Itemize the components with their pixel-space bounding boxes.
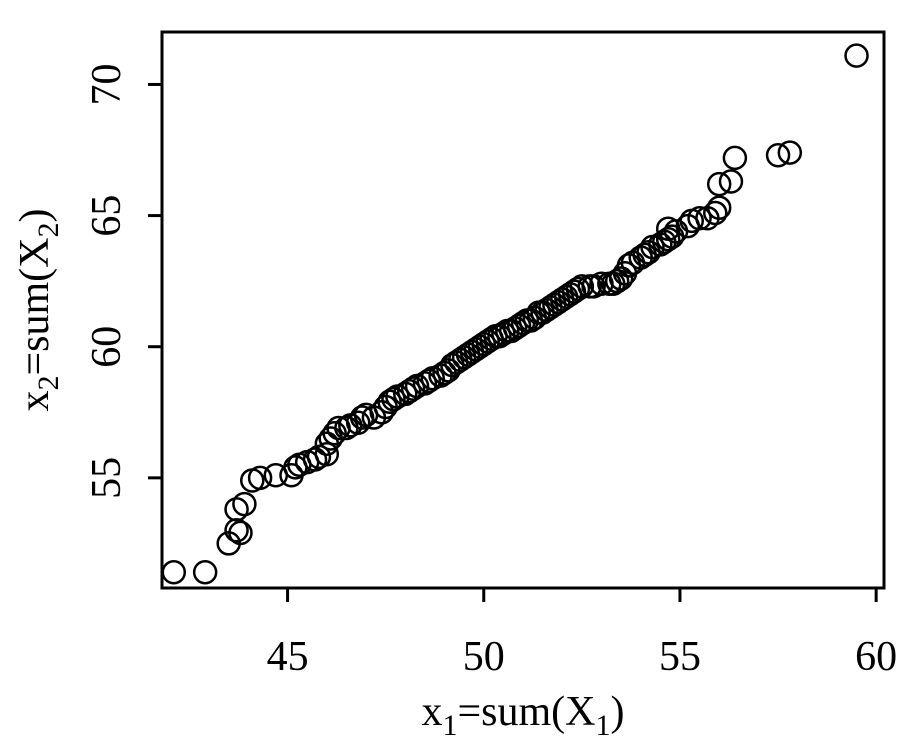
x-axis-title-mid: =sum(X [457,689,595,735]
data-point [228,520,253,546]
data-point [314,441,340,467]
data-point [377,389,402,415]
data-point [608,266,634,291]
x-tick-label: 60 [855,634,897,680]
data-point [232,491,257,517]
y-tick-label: 65 [84,195,130,237]
data-point [569,274,595,299]
x-axis-title-sub2: 1 [596,709,611,742]
data-point [224,497,249,522]
data-point [565,276,591,302]
x-tick-label: 55 [659,634,701,680]
y-axis-title-base: x [12,391,58,412]
x-tick-label: 45 [267,634,309,680]
data-point [706,195,732,220]
data-points [161,43,869,585]
data-point [706,171,732,197]
data-point [765,143,791,168]
data-point [718,169,744,194]
data-point [322,421,347,446]
data-point [777,140,803,165]
y-tick-label: 55 [84,457,130,499]
x-axis: 45 50 55 60 [267,586,897,680]
data-point [703,200,728,226]
x-axis-title-sub: 1 [442,709,457,742]
y-tick-label: 60 [84,326,130,368]
data-point [655,226,681,252]
data-point [506,313,532,338]
data-point [604,268,630,294]
data-point [381,386,406,412]
data-point [192,560,218,585]
data-point [844,43,869,68]
data-point [400,376,426,401]
x-axis-title: x1=sum(X1) [421,689,624,742]
data-point [687,205,712,231]
y-tick-label: 70 [84,63,130,105]
y-axis-title-sub: 2 [32,376,65,391]
data-point [475,329,500,354]
x-tick-label: 50 [463,634,505,680]
y-axis: 55 60 65 70 [84,63,164,499]
data-point [247,465,273,491]
y-axis-title-end: ) [12,208,58,222]
y-axis-title-mid: =sum(X [12,237,58,375]
data-point [396,379,422,404]
data-point [416,368,442,394]
x-axis-title-end: ) [611,689,625,735]
data-point [655,216,681,241]
y-axis-title: x2=sum(X2) [12,208,65,411]
data-point [412,371,438,396]
data-point [487,323,512,349]
x-axis-title-base: x [421,689,442,735]
data-point [722,145,748,171]
data-point [161,560,187,585]
y-axis-title-sub2: 2 [32,222,65,237]
data-point [302,447,328,472]
data-point [345,410,371,436]
